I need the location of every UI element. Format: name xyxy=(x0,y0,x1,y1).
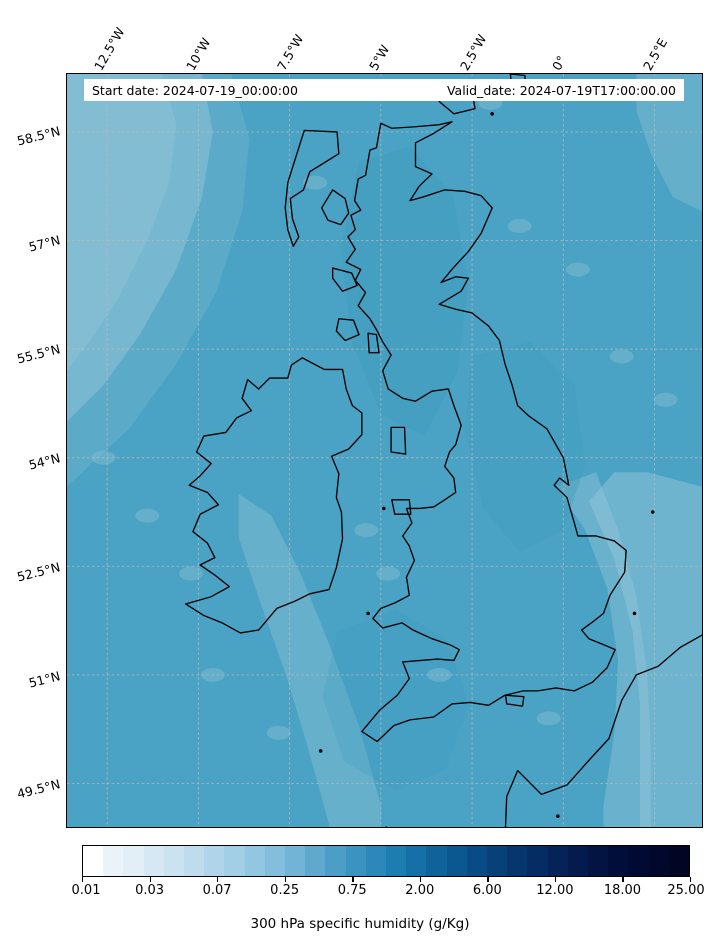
colorbar-swatch xyxy=(628,846,649,876)
start-date-label: Start date: 2024-07-19_00:00:00 xyxy=(92,82,298,98)
colorbar-swatch xyxy=(446,846,467,876)
lon-tick-label: 2.5°W xyxy=(457,31,490,73)
lat-tick-label: 49.5°N xyxy=(15,776,62,802)
lon-tick-label: 0° xyxy=(548,53,570,73)
colorbar[interactable] xyxy=(82,845,690,877)
colorbar-tick-label: 0.01 xyxy=(71,883,101,898)
lon-tick-label: 12.5°W xyxy=(91,24,128,73)
colorbar-tick xyxy=(217,877,219,882)
colorbar-swatch xyxy=(325,846,346,876)
colorbar-swatch xyxy=(386,846,407,876)
colorbar-tick xyxy=(149,877,151,882)
colorbar-swatch xyxy=(668,846,690,876)
colorbar-swatch xyxy=(507,846,528,876)
lat-tick-label: 54°N xyxy=(27,449,62,473)
colorbar-swatch xyxy=(547,846,568,876)
colorbar-swatch xyxy=(163,846,185,876)
colorbar-tick xyxy=(352,877,354,882)
colorbar-swatch xyxy=(588,846,609,876)
colorbar-swatch xyxy=(487,846,508,876)
lat-tick-label: 58.5°N xyxy=(15,123,62,149)
lon-tick-label: 5°W xyxy=(365,42,393,73)
colorbar-swatch xyxy=(83,846,104,876)
lat-tick-label: 52.5°N xyxy=(15,558,62,585)
colorbar-tick xyxy=(82,877,84,882)
colorbar-tick-label: 6.00 xyxy=(472,883,502,898)
colorbar-title: 300 hPa specific humidity (g/Kg) xyxy=(250,916,470,932)
colorbar-tick-label: 25.00 xyxy=(667,883,705,898)
colorbar-swatch xyxy=(466,846,488,876)
date-title-box: Start date: 2024-07-19_00:00:00 Valid_da… xyxy=(84,79,684,101)
colorbar-tick-label: 18.00 xyxy=(603,883,642,898)
colorbar-tick-label: 12.00 xyxy=(536,883,574,898)
colorbar-swatch xyxy=(567,846,589,876)
lat-tick-label: 51°N xyxy=(27,667,62,691)
colorbar-swatch xyxy=(143,846,164,876)
colorbar-tick-label: 0.25 xyxy=(270,883,300,898)
lon-tick-label: 10°W xyxy=(182,35,214,73)
colorbar-swatch xyxy=(527,846,548,876)
colorbar-tick-labels: 0.01 0.03 0.07 0.25 0.75 2.00 6.00 12.00 18.00 25… xyxy=(0,883,720,901)
colorbar-swatch xyxy=(285,846,306,876)
colorbar-swatch xyxy=(406,846,427,876)
colorbar-tick xyxy=(419,877,422,882)
colorbar-swatch xyxy=(264,846,286,876)
colorbar-swatch xyxy=(426,846,447,876)
colorbar-tick xyxy=(690,877,692,882)
colorbar-swatch xyxy=(103,846,124,876)
map-plot-area xyxy=(67,74,702,827)
colorbar-tick xyxy=(487,877,489,882)
colorbar-swatch xyxy=(184,846,205,876)
colorbar-swatch xyxy=(204,846,225,876)
colorbar-swatch xyxy=(224,846,245,876)
lon-tick-label: 7.5°W xyxy=(274,31,307,73)
colorbar-swatch xyxy=(244,846,265,876)
colorbar-tick xyxy=(284,877,286,882)
colorbar-swatch xyxy=(365,846,387,876)
colorbar-tick-label: 0.03 xyxy=(135,883,165,898)
colorbar-swatch xyxy=(608,846,629,876)
colorbar-tick-label: 0.07 xyxy=(202,883,232,898)
colorbar-tick-label: 2.00 xyxy=(405,883,435,898)
lon-tick-label: 2.5°E xyxy=(640,35,671,73)
colorbar-swatch xyxy=(305,846,326,876)
colorbar-tick xyxy=(622,877,624,882)
colorbar-tick xyxy=(554,877,557,882)
colorbar-swatch xyxy=(345,846,366,876)
colorbar-ticks xyxy=(82,877,692,884)
valid-date-label: Valid_date: 2024-07-19T17:00:00.00 xyxy=(446,82,676,98)
map-axes[interactable] xyxy=(66,73,703,828)
colorbar-swatch xyxy=(123,846,144,876)
lat-tick-label: 55.5°N xyxy=(15,341,62,367)
lat-tick-label: 57°N xyxy=(27,232,62,255)
colorbar-swatch xyxy=(648,846,669,876)
colorbar-tick-label: 0.75 xyxy=(337,883,367,898)
